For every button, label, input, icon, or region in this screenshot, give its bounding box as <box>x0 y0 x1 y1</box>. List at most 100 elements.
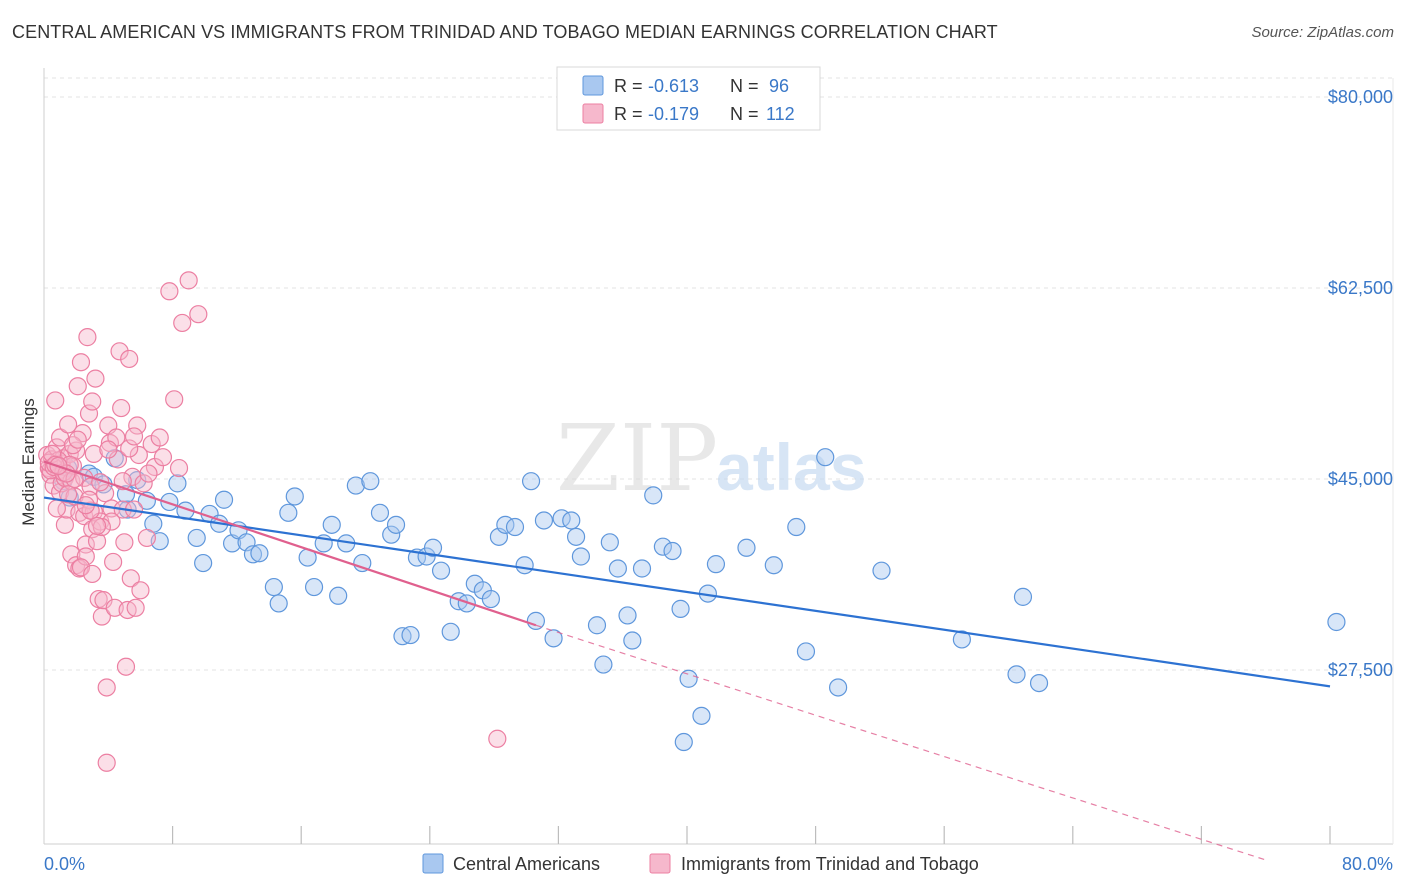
trinidad-tobago-point-95 <box>71 558 91 577</box>
stats-n-label-blue: N = <box>730 76 759 96</box>
trinidad-tobago-point-23 <box>68 377 87 396</box>
stats-n-value-pink: 112 <box>766 104 795 124</box>
central-americans-point-83 <box>787 517 806 537</box>
central-americans-point-76 <box>671 599 690 618</box>
trinidad-tobago-point-51 <box>104 552 123 572</box>
legend-label-trinidad-tobago[interactable]: Immigrants from Trinidad and Tobago <box>681 854 979 874</box>
trinidad-tobago-point-55 <box>110 342 129 361</box>
central-americans-point-38 <box>361 472 380 491</box>
central-americans-point-39 <box>370 503 390 522</box>
central-americans-point-73 <box>644 486 663 505</box>
trinidad-tobago-point-58 <box>115 533 134 552</box>
central-americans-point-65 <box>571 547 591 566</box>
stats-swatch-blue <box>582 75 604 96</box>
legend-swatch-trinidad-tobago[interactable] <box>649 853 671 874</box>
trinidad-tobago-point-26 <box>71 353 91 372</box>
central-americans-point-86 <box>829 678 848 697</box>
watermark-zip: ZIP <box>556 405 718 512</box>
source-label: Source: ZipAtlas.com <box>1251 24 1394 41</box>
central-americans-point-13 <box>160 492 179 512</box>
trinidad-tobago-point-32 <box>78 328 97 347</box>
legend-swatch-central-americans[interactable] <box>422 853 444 874</box>
watermark-atlas: atlas <box>716 430 866 504</box>
central-americans-point-50 <box>457 594 476 613</box>
trinidad-tobago-point-99 <box>81 501 100 520</box>
trinidad-tobago-point-94 <box>47 499 66 518</box>
y-tick-label-3: $27,500 <box>1328 660 1393 680</box>
central-americans-point-16 <box>187 528 206 548</box>
central-americans-point-78 <box>692 706 711 725</box>
central-americans-point-14 <box>168 474 187 493</box>
trinidad-tobago-point-101 <box>87 516 107 536</box>
trinidad-tobago-point-54 <box>108 450 128 469</box>
trinidad-tobago-point-70 <box>137 528 156 548</box>
trinidad-tobago-point-33 <box>79 404 99 423</box>
central-americans-point-81 <box>737 538 756 557</box>
central-americans-point-75 <box>663 541 682 561</box>
legend: Central Americans Immigrants from Trinid… <box>422 853 979 874</box>
x-tick-label-min: 0.0% <box>44 854 85 874</box>
trinidad-tobago-point-61 <box>120 349 139 369</box>
central-americans-point-36 <box>346 476 365 495</box>
trinidad-tobago-point-79 <box>179 271 198 290</box>
trinidad-tobago-point-77 <box>169 458 189 478</box>
trinidad-tobago-point-105 <box>99 440 118 459</box>
central-americans-point-24 <box>243 545 263 564</box>
central-americans-point-46 <box>423 538 443 557</box>
trinidad-tobago-point-81 <box>488 729 507 748</box>
trinidad-tobago-point-106 <box>124 427 144 446</box>
central-americans-point-26 <box>264 577 283 597</box>
y-tick-label-1: $62,500 <box>1328 278 1393 298</box>
series-trinidad-tobago <box>38 271 507 772</box>
trinidad-tobago-point-19 <box>62 545 81 564</box>
trinidad-tobago-point-37 <box>84 444 103 463</box>
central-americans-point-59 <box>526 611 545 630</box>
central-americans-point-68 <box>600 533 619 552</box>
trend-lines <box>43 460 1331 862</box>
central-americans-point-29 <box>285 487 304 506</box>
stats-n-label-pink: N = <box>730 104 759 124</box>
central-americans-point-37 <box>353 553 372 573</box>
central-americans-point-34 <box>329 586 348 605</box>
series-central-americans <box>54 448 1346 752</box>
trinidad-tobago-point-56 <box>112 398 131 418</box>
trinidad-tobago-point-88 <box>102 512 121 531</box>
trinidad-tobago-point-93 <box>120 439 139 458</box>
central-americans-point-89 <box>1007 665 1026 684</box>
trinidad-tobago-point-68 <box>131 581 150 600</box>
central-americans-point-63 <box>562 511 581 530</box>
central-americans-point-17 <box>194 553 213 573</box>
central-americans-point-93 <box>674 732 693 752</box>
y-axis-label: Median Earnings <box>19 398 38 526</box>
central-americans-point-88 <box>952 630 971 649</box>
trinidad-tobago-point-69 <box>134 474 153 493</box>
trinidad-tobago-trend-line <box>43 460 537 627</box>
trinidad-tobago-point-46 <box>97 678 116 697</box>
stats-r-label-pink: R = <box>614 104 643 124</box>
trinidad-tobago-point-80 <box>189 305 208 324</box>
central-americans-point-20 <box>214 490 234 509</box>
trinidad-tobago-point-40 <box>87 532 107 551</box>
trinidad-tobago-point-59 <box>116 657 136 676</box>
central-americans-point-66 <box>587 616 607 635</box>
central-americans-point-67 <box>594 655 613 674</box>
trinidad-tobago-point-74 <box>153 448 173 467</box>
central-americans-point-91 <box>1029 673 1049 693</box>
central-americans-point-77 <box>679 669 698 688</box>
legend-label-central-americans[interactable]: Central Americans <box>453 854 600 874</box>
trinidad-tobago-point-107 <box>139 464 158 483</box>
central-americans-point-74 <box>653 537 672 556</box>
central-americans-point-90 <box>1013 587 1033 606</box>
central-americans-point-80 <box>706 555 726 574</box>
trinidad-tobago-point-108 <box>83 564 102 584</box>
central-americans-point-64 <box>566 527 586 546</box>
central-americans-point-87 <box>872 561 891 580</box>
central-americans-point-41 <box>386 515 406 534</box>
central-americans-point-33 <box>322 515 341 534</box>
trinidad-tobago-point-16 <box>59 415 78 434</box>
trinidad-tobago-point-91 <box>63 436 83 455</box>
trinidad-tobago-point-5 <box>46 391 65 410</box>
stats-r-value-blue: -0.613 <box>648 76 699 96</box>
central-americans-point-82 <box>764 556 783 575</box>
